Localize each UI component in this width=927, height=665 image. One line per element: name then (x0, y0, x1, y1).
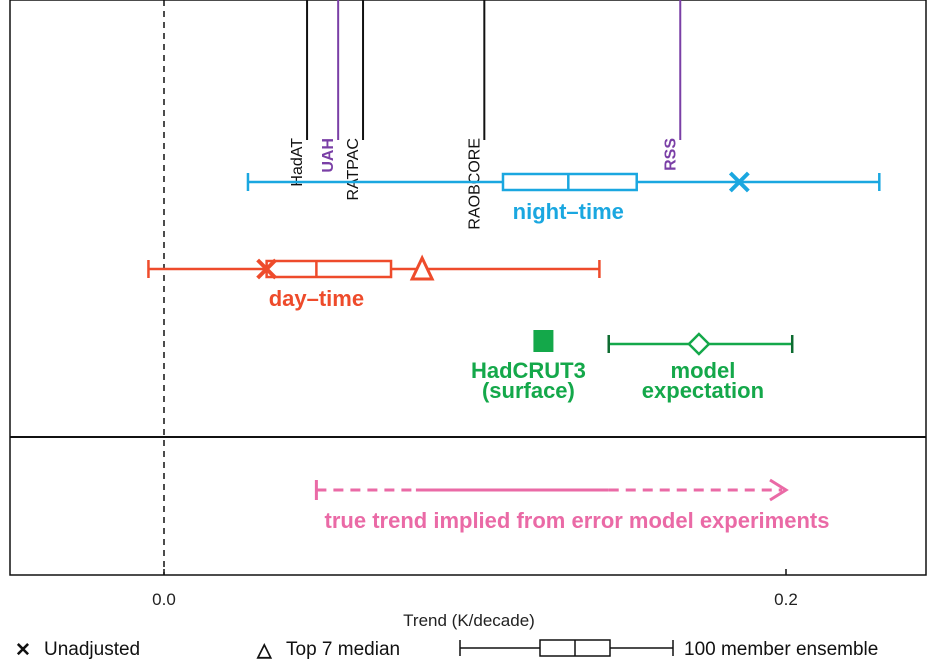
x-tick-label: 0.2 (774, 590, 798, 609)
series-label: night–time (513, 199, 624, 224)
hadcrut3-marker (533, 330, 554, 352)
true-trend-label: true trend implied from error model expe… (325, 508, 830, 533)
legend-unadjusted-symbol: ✕ (15, 640, 31, 661)
series-night: night–time (246, 171, 881, 224)
top7-median-marker (409, 254, 435, 281)
ensemble-series: night–time day–time (147, 171, 881, 311)
true-trend-arrow: true trend implied from error model expe… (314, 478, 830, 533)
iqr-box (265, 259, 393, 279)
unadjusted-marker (728, 171, 750, 193)
x-tick-label: 0.0 (152, 590, 176, 609)
model-label: model (671, 358, 736, 383)
legend-top7-label: Top 7 median (286, 639, 400, 660)
legend: ✕ Unadjusted △ Top 7 median 100 member ensem… (15, 639, 878, 661)
series-label: day–time (269, 286, 364, 311)
legend-unadjusted-label: Unadjusted (44, 639, 140, 660)
true-trend-arrowhead (769, 478, 789, 502)
hadcrut3-label: HadCRUT3 (471, 358, 586, 383)
reference-lines: HadAT UAH RATPAC RAOBCORE RSS (289, 0, 682, 230)
ref-label-hadat: HadAT (289, 138, 306, 187)
ref-label-raobcore: RAOBCORE (466, 138, 483, 230)
ref-label-ratpac: RATPAC (345, 138, 362, 201)
hadcrut3-label: (surface) (482, 378, 575, 403)
legend-ensemble-label: 100 member ensemble (684, 639, 878, 660)
model-center-diamond (687, 332, 711, 356)
series-day: day–time (147, 254, 601, 311)
legend-top7-symbol: △ (256, 640, 273, 661)
x-axis-title: Trend (K/decade) (403, 611, 535, 630)
ref-label-uah: UAH (320, 138, 337, 173)
plot-frame (9, 0, 927, 576)
iqr-box (501, 172, 638, 192)
x-axis: 0.0 0.2 Trend (K/decade) (152, 569, 798, 630)
ref-label-rss: RSS (662, 138, 679, 171)
model-label: expectation (642, 378, 764, 403)
unadjusted-marker (256, 258, 278, 280)
plot-border (9, 0, 927, 576)
